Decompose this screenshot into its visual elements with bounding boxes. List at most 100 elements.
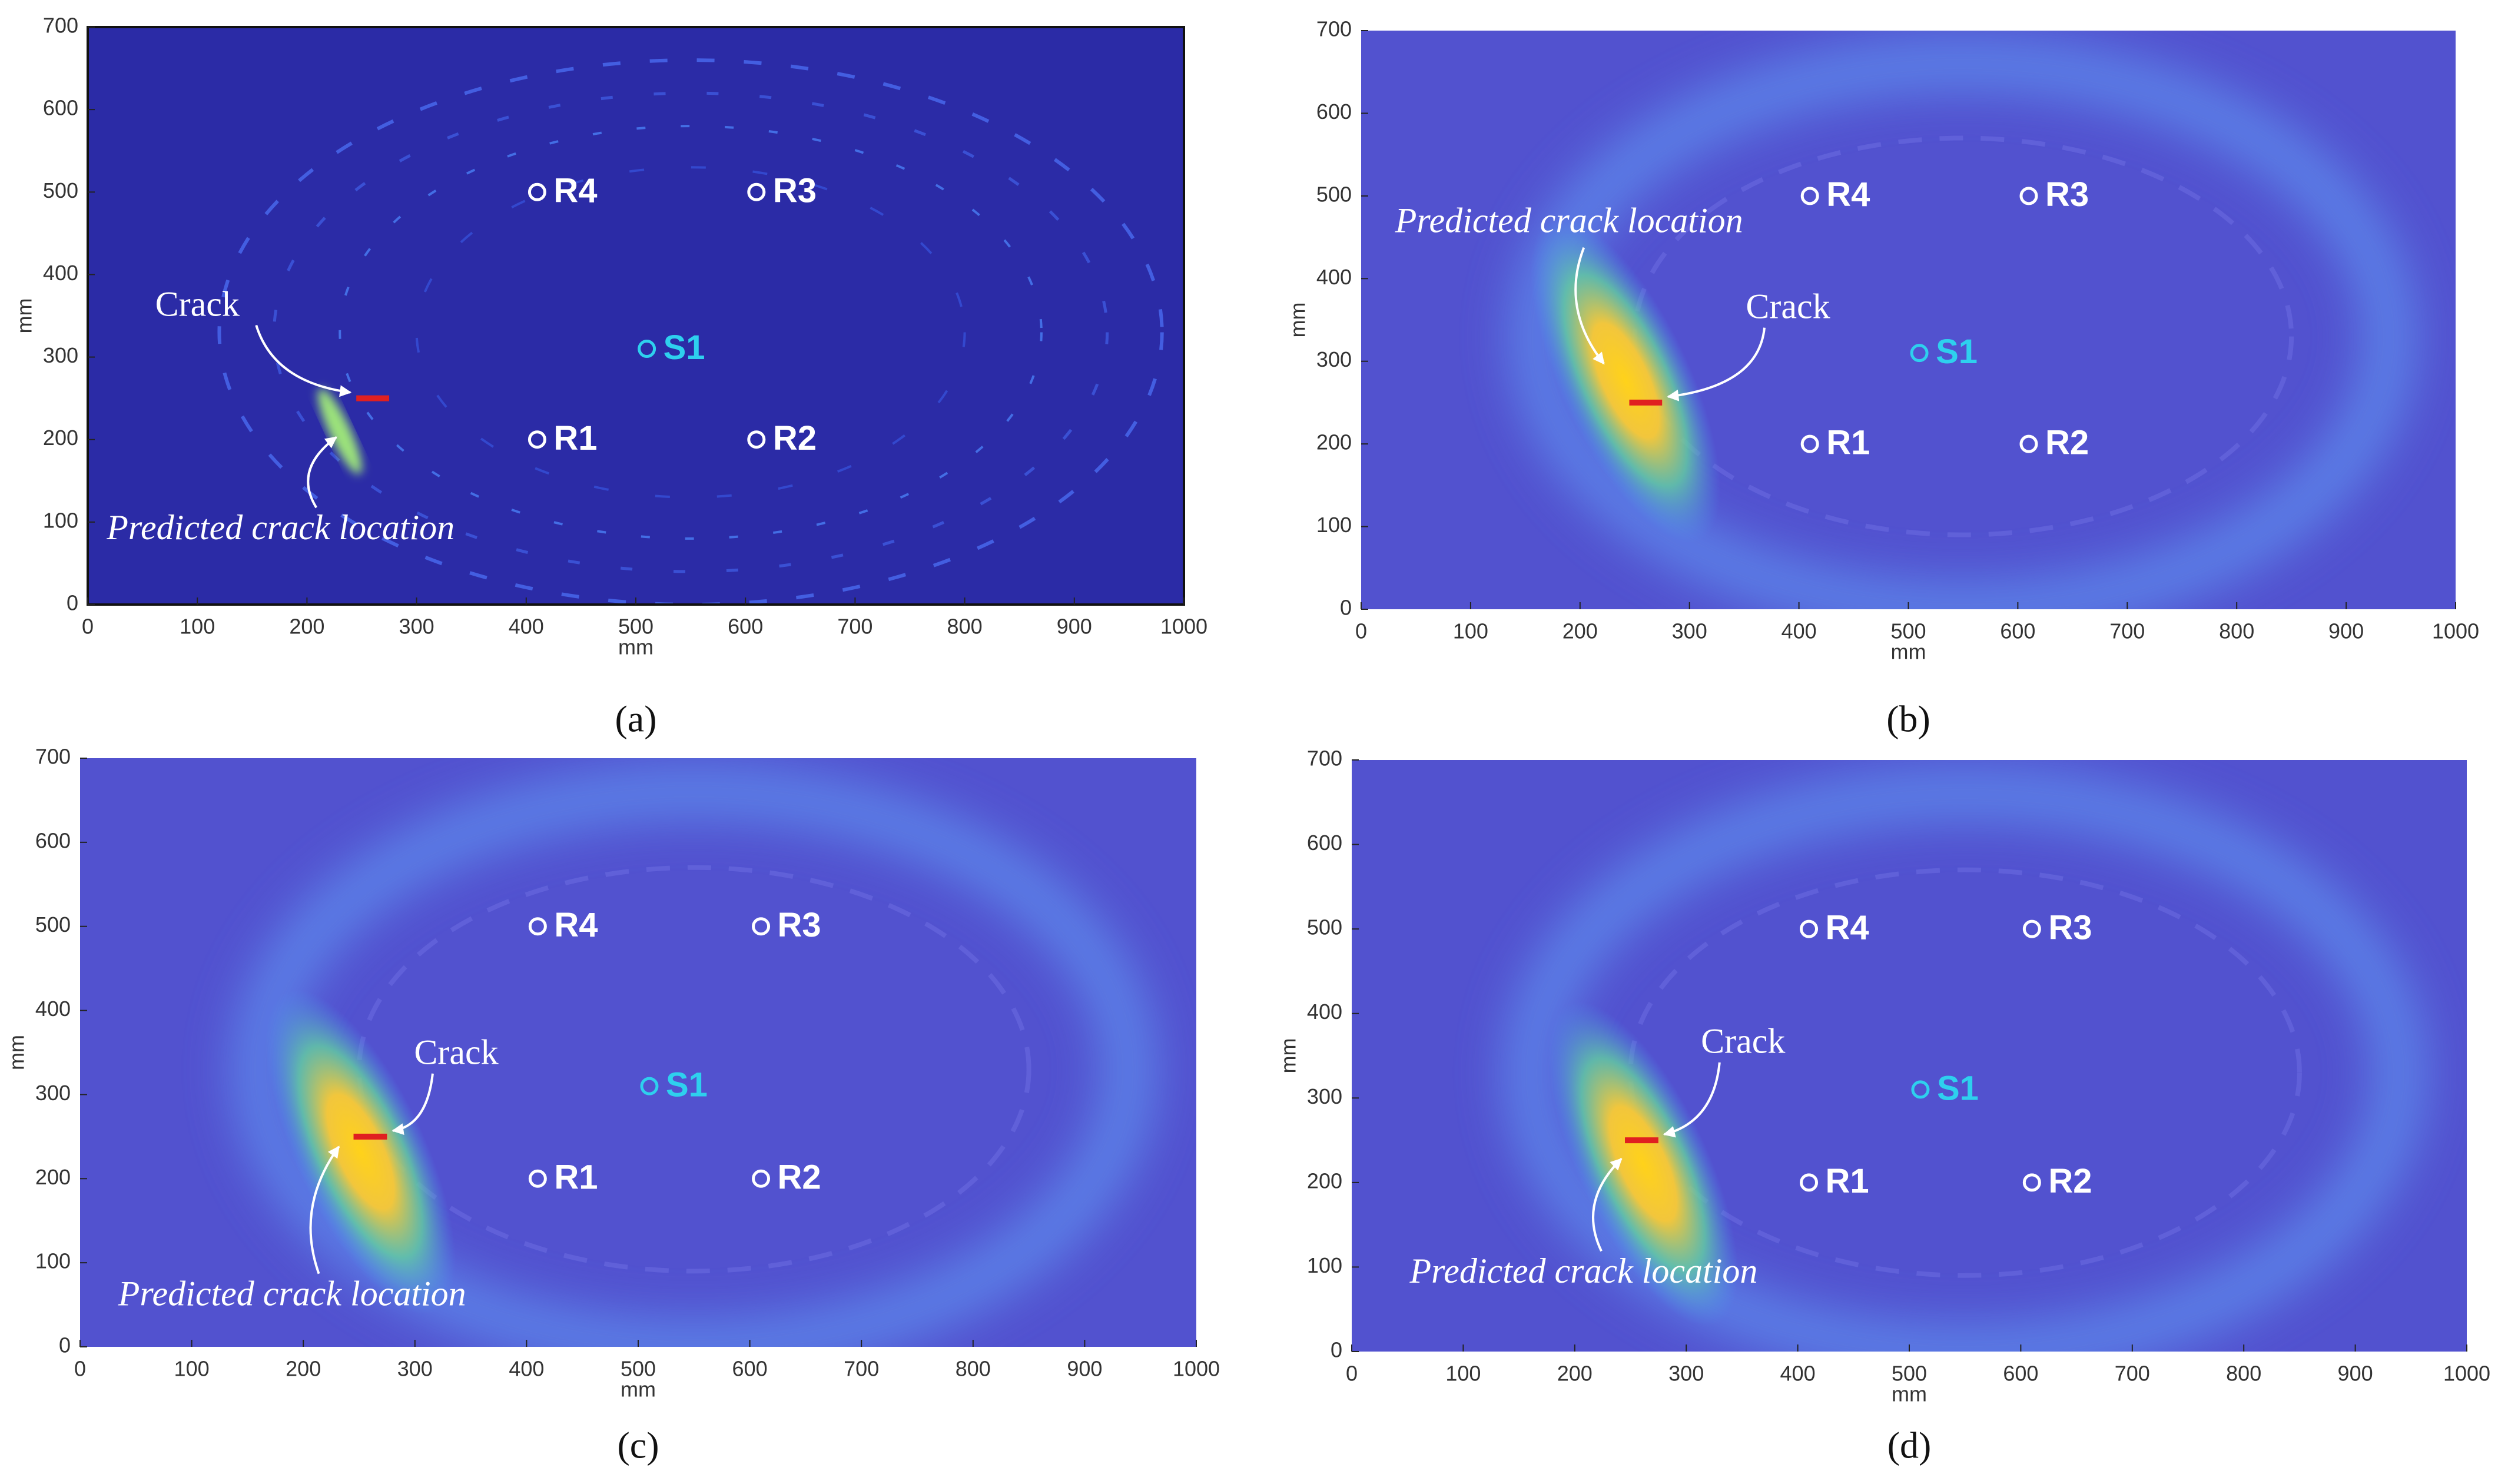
y-tick-label: 600 xyxy=(1316,99,1352,124)
panel: 0 100 200 300 400 500 600 700 800 900 1000 0 100 200 3… xyxy=(1286,17,2480,740)
panel-caption: (b) xyxy=(1886,698,1930,740)
x-tick-label: 300 xyxy=(397,1357,433,1381)
crack-arrow xyxy=(1667,327,1766,401)
sensor-label: R3 xyxy=(778,906,821,944)
wave-ring xyxy=(357,865,1031,1274)
x-axis-label: mm xyxy=(618,635,653,659)
x-tick-label: 1000 xyxy=(1160,615,1207,639)
x-tick-label: 900 xyxy=(2338,1362,2373,1386)
sensor-label: R4 xyxy=(1826,908,1869,947)
x-tick-label: 0 xyxy=(1355,619,1367,643)
y-axis-label: mm xyxy=(1276,1038,1301,1074)
x-tick-label: 100 xyxy=(1445,1362,1481,1386)
x-tick-label: 800 xyxy=(956,1357,991,1381)
sensor-label: R4 xyxy=(554,906,598,944)
wave-ring xyxy=(1510,37,2417,609)
predicted-arrow xyxy=(1592,1158,1623,1252)
y-tick-label: 300 xyxy=(43,343,78,367)
sensor-marker xyxy=(752,917,771,936)
hotspot xyxy=(317,388,362,474)
sensor-marker xyxy=(528,182,546,201)
y-tick-label: 200 xyxy=(1307,1168,1342,1193)
x-tick-label: 100 xyxy=(180,615,215,639)
x-tick-label: 200 xyxy=(286,1357,321,1381)
sensor-label: S1 xyxy=(1936,333,1978,371)
y-tick-label: 100 xyxy=(1307,1253,1342,1277)
panel: 0 100 200 300 400 500 600 700 800 900 1000 0 100 200 3… xyxy=(12,14,1208,740)
predicted-annotation: Predicted crack location xyxy=(106,508,455,547)
crack-annotation: Crack xyxy=(1701,1022,1785,1061)
y-tick-label: 400 xyxy=(1307,1000,1342,1024)
sensor-label: R4 xyxy=(1826,175,1870,214)
sensor-marker xyxy=(640,1077,659,1095)
sensor-marker xyxy=(528,430,546,449)
x-tick-label: 500 xyxy=(621,1357,656,1381)
sensor-marker xyxy=(1911,1080,1930,1099)
y-tick-label: 500 xyxy=(35,912,71,937)
y-tick-label: 0 xyxy=(59,1333,71,1357)
wave-ring xyxy=(1628,867,2302,1278)
sensor-marker xyxy=(2019,434,2038,453)
y-tick-label: 700 xyxy=(35,745,71,769)
x-tick-label: 1000 xyxy=(2432,619,2479,643)
y-tick-label: 700 xyxy=(1316,17,1352,41)
x-tick-label: 300 xyxy=(1668,1362,1704,1386)
sensor-marker xyxy=(528,917,547,936)
panel-caption: (c) xyxy=(617,1425,659,1466)
panel-caption: (d) xyxy=(1887,1425,1932,1466)
x-tick-label: 0 xyxy=(82,615,94,639)
predicted-annotation: Predicted crack location xyxy=(1409,1251,1758,1290)
x-tick-label: 700 xyxy=(844,1357,879,1381)
y-tick-label: 600 xyxy=(35,828,71,852)
hotspot xyxy=(266,989,456,1314)
x-tick-label: 900 xyxy=(2328,619,2364,643)
y-axis-label: mm xyxy=(12,298,37,334)
heatmap-field xyxy=(1352,760,2467,1352)
y-tick-label: 0 xyxy=(67,591,78,615)
x-tick-label: 300 xyxy=(1672,619,1707,643)
x-tick-label: 900 xyxy=(1067,1357,1102,1381)
y-tick-label: 400 xyxy=(35,997,71,1021)
y-tick-label: 400 xyxy=(43,261,78,285)
wave-ring xyxy=(273,91,1109,573)
y-tick-label: 100 xyxy=(43,508,78,532)
sensor-label: S1 xyxy=(666,1065,708,1104)
x-tick-label: 100 xyxy=(1453,619,1488,643)
y-tick-label: 0 xyxy=(1340,596,1352,620)
wave-ring xyxy=(339,125,1043,540)
y-tick-label: 300 xyxy=(35,1081,71,1105)
x-axis-label: mm xyxy=(621,1377,656,1402)
y-tick-label: 500 xyxy=(1316,182,1352,206)
predicted-arrow xyxy=(309,1146,340,1274)
sensor-marker xyxy=(1800,1173,1819,1192)
panel: 0 100 200 300 400 500 600 700 800 900 1000 0 100 200 3… xyxy=(1276,746,2491,1466)
x-tick-label: 300 xyxy=(399,615,434,639)
y-tick-label: 300 xyxy=(1307,1084,1342,1108)
x-tick-label: 0 xyxy=(1346,1362,1358,1386)
y-tick-label: 700 xyxy=(43,14,78,38)
y-tick-label: 100 xyxy=(35,1249,71,1273)
y-tick-label: 600 xyxy=(1307,831,1342,855)
x-tick-label: 600 xyxy=(728,615,763,639)
sensor-label: R2 xyxy=(2045,423,2089,462)
crack-arrow xyxy=(1663,1062,1721,1138)
x-tick-label: 500 xyxy=(618,615,653,639)
heatmap-field xyxy=(88,27,1184,605)
y-tick-label: 200 xyxy=(1316,430,1352,454)
wave-ring xyxy=(1504,767,2427,1352)
y-tick-label: 200 xyxy=(35,1165,71,1189)
sensor-marker xyxy=(2019,187,2038,205)
wave-ring xyxy=(415,166,966,499)
x-tick-label: 200 xyxy=(1562,619,1598,643)
heatmap-background xyxy=(88,27,1184,605)
sensor-label: S1 xyxy=(1937,1069,1979,1107)
y-tick-label: 600 xyxy=(43,96,78,120)
y-tick-label: 0 xyxy=(1331,1338,1342,1362)
sensor-label: R1 xyxy=(1826,423,1870,462)
y-tick-label: 500 xyxy=(1307,915,1342,939)
predicted-arrow xyxy=(1574,247,1605,365)
sensor-marker xyxy=(2022,919,2041,938)
wave-ring xyxy=(217,58,1164,605)
y-tick-label: 700 xyxy=(1307,746,1342,771)
